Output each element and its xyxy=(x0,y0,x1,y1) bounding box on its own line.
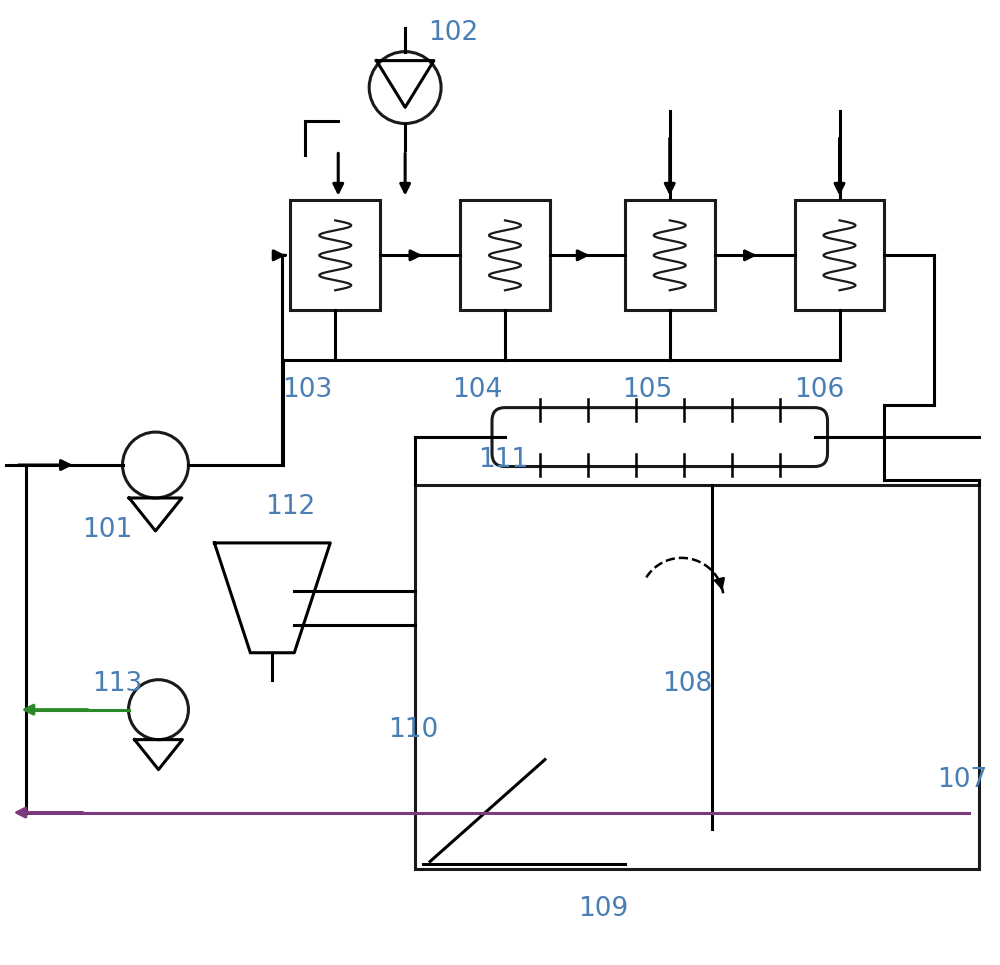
Text: 111: 111 xyxy=(478,447,528,473)
Text: 108: 108 xyxy=(662,671,712,697)
Bar xyxy=(795,201,884,311)
Bar xyxy=(415,485,979,869)
Text: 104: 104 xyxy=(452,377,502,403)
Text: 105: 105 xyxy=(622,377,672,403)
Text: 101: 101 xyxy=(83,517,133,543)
Bar xyxy=(290,201,380,311)
Text: 113: 113 xyxy=(93,671,143,697)
Text: 107: 107 xyxy=(937,766,988,792)
Bar xyxy=(460,201,550,311)
Text: 109: 109 xyxy=(578,896,628,923)
Text: 103: 103 xyxy=(282,377,333,403)
Text: 110: 110 xyxy=(388,717,438,743)
Text: 106: 106 xyxy=(795,377,845,403)
Text: 102: 102 xyxy=(428,19,478,45)
Bar xyxy=(625,201,715,311)
Text: 112: 112 xyxy=(265,494,316,520)
